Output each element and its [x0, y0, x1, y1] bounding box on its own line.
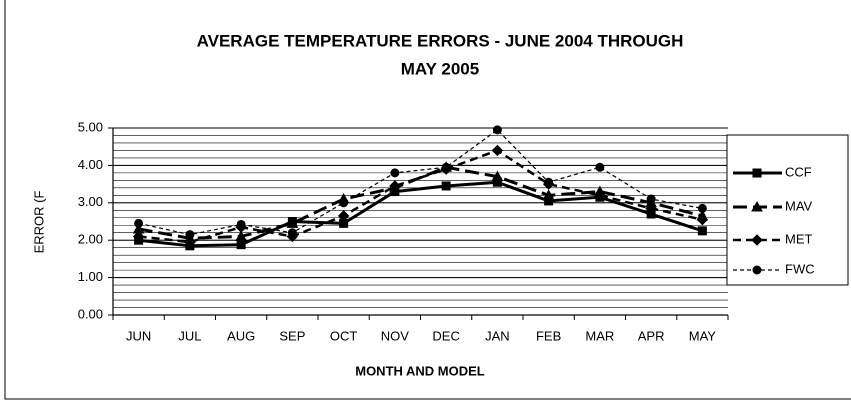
legend-label: FWC [785, 261, 815, 276]
x-tick-label: JUN [126, 328, 151, 343]
data-point [286, 217, 299, 228]
x-tick-label: AUG [227, 328, 255, 343]
data-point [236, 219, 246, 229]
data-point [697, 203, 707, 213]
data-point [594, 189, 606, 202]
y-tick-label: 5.00 [78, 119, 103, 134]
data-point [441, 162, 451, 172]
data-point [544, 177, 554, 187]
x-tick-label: DEC [432, 328, 459, 343]
data-point [697, 226, 707, 236]
data-point [287, 228, 297, 238]
data-point [390, 168, 400, 178]
legend-label: MAV [785, 198, 813, 213]
data-point [441, 181, 451, 191]
data-point [389, 180, 401, 192]
x-tick-label: OCT [330, 328, 358, 343]
x-tick-label: MAR [585, 328, 614, 343]
x-axis-title: MONTH AND MODEL [355, 363, 485, 378]
data-point [492, 125, 502, 135]
x-tick-label: FEB [536, 328, 561, 343]
x-tick-label: MAY [689, 328, 717, 343]
y-tick-label: 1.00 [78, 269, 103, 284]
data-point [236, 240, 246, 250]
legend-box [726, 134, 849, 286]
legend-marker [752, 168, 762, 178]
chart-border [4, 0, 851, 400]
data-point [235, 230, 247, 241]
series-line [138, 129, 703, 236]
x-tick-label: NOV [381, 328, 410, 343]
data-point [134, 218, 144, 228]
y-tick-label: 2.00 [78, 232, 103, 247]
data-point [595, 162, 605, 172]
x-tick-label: JAN [485, 328, 510, 343]
series-line [138, 149, 703, 244]
data-point [184, 236, 196, 248]
legend-label: MET [785, 231, 813, 246]
legend-marker [751, 200, 763, 212]
data-point [542, 189, 555, 200]
data-point [646, 194, 656, 204]
y-axis-title: ERROR (F [31, 191, 46, 254]
chart-title: AVERAGE TEMPERATURE ERRORS - JUNE 2004 T… [197, 31, 684, 50]
x-tick-label: APR [638, 328, 665, 343]
data-point [491, 144, 504, 157]
data-point [696, 213, 709, 226]
y-tick-label: 4.00 [78, 157, 103, 172]
chart-subtitle: MAY 2005 [401, 59, 479, 78]
data-point [645, 202, 657, 215]
y-tick-label: 0.00 [78, 306, 103, 321]
legend-label: CCF [785, 164, 812, 179]
x-tick-label: SEP [279, 328, 305, 343]
data-point [337, 210, 350, 222]
x-tick-label: JUL [178, 328, 201, 343]
legend-marker [751, 234, 763, 246]
series-line [138, 180, 703, 248]
data-point [339, 198, 349, 208]
data-point [491, 170, 504, 182]
legend-marker [752, 265, 762, 275]
y-tick-label: 3.00 [78, 194, 103, 209]
data-point [185, 230, 195, 240]
series-line [138, 165, 703, 240]
data-point [132, 230, 145, 243]
